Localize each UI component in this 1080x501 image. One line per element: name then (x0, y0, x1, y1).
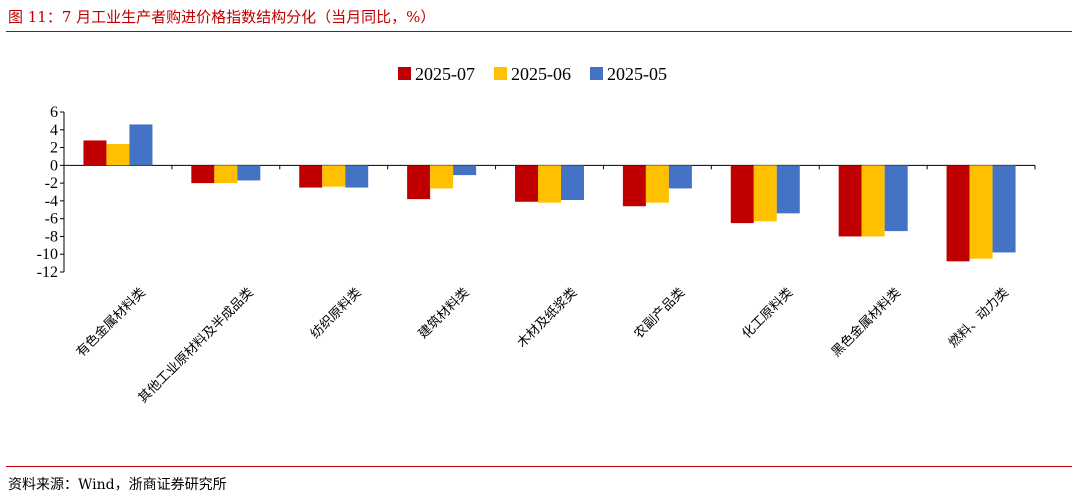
bar-2025-07 (946, 165, 970, 262)
bar-2025-07 (730, 165, 754, 224)
source-note: 资料来源：Wind，浙商证券研究所 (8, 477, 227, 493)
bar-2025-05 (668, 165, 692, 189)
y-tick-label: 6 (50, 104, 58, 121)
x-category-label: 纺织原料类 (308, 285, 365, 342)
bar-2025-07 (191, 165, 215, 184)
y-tick-label: 4 (50, 122, 58, 139)
bar-2025-05 (129, 124, 153, 166)
bar-2025-07 (83, 140, 107, 166)
y-tick-label: 2 (50, 140, 58, 157)
bar-2025-05 (992, 165, 1016, 253)
y-tick-label: -8 (45, 228, 58, 245)
legend-swatch (494, 67, 507, 80)
title-divider (6, 31, 1072, 32)
x-category-label: 木材及纸浆类 (515, 285, 581, 351)
bar-2025-05 (884, 165, 908, 232)
figure-title-bar: 图 11：7 月工业生产者购进价格指数结构分化（当月同比，%） (8, 6, 435, 27)
x-category-label: 农副产品类 (632, 285, 689, 342)
bar-2025-05 (345, 165, 369, 188)
legend-swatch (590, 67, 603, 80)
bar-2025-06 (538, 165, 561, 203)
y-tick-label: -4 (45, 193, 58, 210)
bar-2025-07 (622, 165, 646, 207)
bar-2025-07 (407, 165, 431, 200)
y-tick-label: -12 (37, 264, 58, 281)
y-tick-label: -10 (37, 246, 58, 263)
bar-2025-06 (214, 165, 238, 184)
x-category-label: 建筑材料类 (415, 285, 472, 342)
x-category-label: 黑色金属材料类 (828, 285, 904, 361)
bar-2025-05 (237, 165, 261, 181)
bar-2025-05 (776, 165, 800, 214)
figure-title: 7 月工业生产者购进价格指数结构分化（当月同比，%） (61, 8, 436, 26)
bar-2025-06 (106, 144, 130, 166)
figure-number: 图 11： (8, 8, 62, 26)
bar-2025-07 (299, 165, 323, 188)
bar-2025-06 (753, 165, 777, 222)
bar-2025-06 (861, 165, 885, 237)
bar-2025-07 (838, 165, 862, 237)
x-category-label: 其他工业原材料及半成品类 (136, 285, 257, 406)
legend-swatch (398, 67, 411, 80)
bar-2025-06 (322, 165, 346, 187)
bar-2025-07 (515, 165, 538, 202)
legend-label: 2025-07 (415, 64, 475, 84)
bar-2025-06 (645, 165, 669, 203)
source-divider (6, 466, 1072, 467)
legend-label: 2025-05 (607, 64, 667, 84)
y-tick-label: -2 (45, 175, 58, 192)
bar-2025-05 (561, 165, 584, 200)
y-tick-label: 0 (50, 157, 58, 174)
x-category-label: 化工原料类 (740, 285, 797, 342)
bar-2025-05 (453, 165, 477, 176)
x-category-label: 燃料、动力类 (945, 285, 1011, 351)
bar-2025-06 (969, 165, 993, 259)
bar-2025-06 (430, 165, 454, 189)
legend-label: 2025-06 (511, 64, 571, 84)
y-tick-label: -6 (45, 211, 58, 228)
x-category-label: 有色金属材料类 (73, 285, 149, 361)
